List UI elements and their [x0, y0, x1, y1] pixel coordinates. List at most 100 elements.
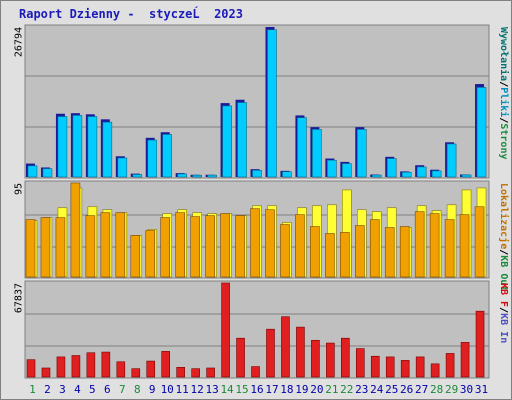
bar-pages [85, 215, 96, 278]
bar-traffic [221, 282, 230, 378]
x-tick-label: 25 [385, 383, 398, 396]
x-tick-label: 24 [370, 383, 384, 396]
bar-pages [325, 233, 335, 278]
bar-traffic [131, 368, 141, 378]
bar-traffic [311, 339, 320, 378]
legend-item: Lokalizacje [498, 183, 510, 249]
bar-traffic [71, 355, 81, 378]
legend-item: KB F [498, 283, 509, 307]
x-tick-label: 29 [445, 383, 458, 396]
legend-separator: / [498, 81, 509, 87]
bar-visits [72, 115, 83, 178]
page-title: Raport Dzienny - styczeĹ 2023 [19, 7, 243, 21]
bar-traffic [161, 351, 171, 378]
bar-traffic [355, 348, 365, 378]
x-tick-label: 30 [460, 383, 473, 396]
bar-visits [312, 129, 322, 178]
bar-pages [444, 219, 455, 278]
bar-visits [27, 165, 38, 178]
bar-traffic [41, 367, 51, 378]
legend-separator: / [498, 249, 509, 255]
bar-traffic [385, 356, 395, 378]
bar-traffic [101, 351, 111, 378]
bar-visits [192, 174, 202, 178]
bar-traffic [176, 367, 185, 378]
bar-pages [265, 209, 275, 278]
x-tick-label: 14 [220, 383, 234, 396]
bar-visits [42, 168, 53, 178]
bar-pages [429, 213, 440, 278]
right-legend: KB F/KB In [498, 283, 509, 343]
bar-visits [386, 158, 397, 178]
bar-traffic [415, 356, 425, 378]
bar-traffic [296, 326, 305, 378]
bar-traffic [116, 361, 126, 378]
x-tick-label: 4 [74, 383, 81, 396]
bar-visits [252, 169, 262, 178]
bar-pages [474, 206, 485, 278]
bar-pages [399, 226, 410, 278]
bar-traffic [86, 352, 96, 378]
bar-traffic [206, 367, 215, 378]
bar-visits [401, 171, 412, 178]
bar-pages [205, 215, 215, 278]
x-tick-label: 18 [280, 383, 293, 396]
bar-visits [416, 166, 427, 178]
bar-traffic [236, 337, 245, 378]
bar-visits [282, 171, 292, 178]
x-tick-label: 26 [400, 383, 413, 396]
bar-traffic [266, 328, 275, 378]
x-tick-label: 6 [104, 383, 111, 396]
bar-visits [342, 163, 352, 178]
x-tick-label: 31 [475, 383, 488, 396]
x-tick-label: 23 [355, 383, 368, 396]
bar-visits [431, 170, 442, 178]
bar-traffic [445, 353, 455, 378]
bar-pages [369, 219, 380, 278]
bar-visits [57, 116, 68, 178]
bar-traffic [460, 342, 470, 378]
legend-item: Strony [498, 123, 509, 159]
bar-traffic [251, 366, 260, 378]
bar-traffic [281, 316, 290, 378]
bar-visits [222, 105, 232, 178]
bar-traffic [370, 355, 380, 378]
y-max-label: 26794 [13, 27, 24, 57]
bar-visits [102, 121, 113, 178]
bar-pages [384, 227, 395, 278]
bar-pages [100, 212, 111, 278]
bar-pages [235, 215, 245, 278]
bar-pages [70, 182, 81, 278]
bar-pages [175, 212, 185, 278]
bar-traffic [326, 342, 335, 378]
legend-separator: / [498, 307, 509, 313]
bar-traffic [56, 356, 66, 378]
bar-visits [327, 159, 337, 178]
legend-separator: / [498, 117, 509, 123]
x-tick-label: 22 [340, 383, 353, 396]
bar-pages [190, 216, 200, 278]
legend-item: KB In [498, 313, 509, 343]
x-tick-label: 5 [89, 383, 96, 396]
bar-visits [177, 173, 187, 178]
x-tick-label: 2 [44, 383, 51, 396]
bar-visits [267, 29, 277, 178]
bar-traffic [475, 310, 485, 378]
bar-pages [115, 212, 126, 278]
bar-visits [147, 139, 158, 178]
bar-traffic [341, 337, 350, 378]
bar-visits [356, 129, 367, 178]
bar-traffic [146, 360, 156, 378]
bar-visits [476, 87, 487, 178]
bar-pages [295, 214, 305, 278]
bar-traffic [400, 360, 410, 378]
x-tick-label: 1 [29, 383, 36, 396]
bar-pages [220, 213, 230, 278]
bar-pages [310, 226, 320, 278]
x-tick-label: 21 [325, 383, 338, 396]
bar-pages [250, 208, 260, 278]
right-legend: Wywołania/Pliki/Strony [498, 27, 510, 159]
x-tick-label: 28 [430, 383, 443, 396]
bar-visits [87, 116, 98, 178]
